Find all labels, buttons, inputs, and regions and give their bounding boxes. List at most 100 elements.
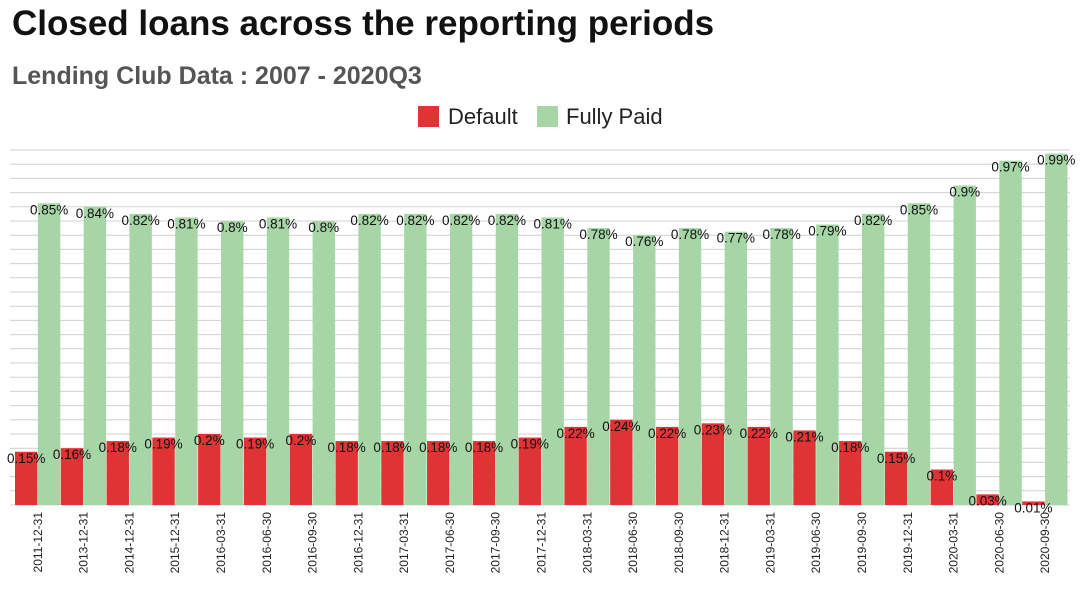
bar-fully-paid [861, 213, 885, 505]
data-label: 0.18% [419, 440, 457, 455]
bar-default [747, 426, 770, 505]
data-label: 0.19% [236, 437, 274, 452]
x-tick-label: 2018-12-31 [718, 512, 732, 574]
x-tick-label: 2019-06-30 [809, 512, 823, 574]
legend-swatch [537, 106, 558, 127]
data-label: 0.22% [648, 426, 686, 441]
bar-fully-paid [129, 213, 152, 505]
bar-default [793, 430, 816, 505]
x-tick-label: 2018-03-31 [580, 512, 594, 574]
data-label: 0.78% [579, 227, 617, 242]
x-tick-label: 2011-12-31 [31, 512, 45, 573]
data-label: 0.22% [740, 426, 778, 441]
data-label: 0.22% [556, 426, 594, 441]
bar-fully-paid [358, 213, 381, 505]
data-label: 0.9% [949, 185, 980, 200]
data-label: 0.24% [602, 419, 640, 434]
x-tick-label: 2016-09-30 [306, 512, 320, 574]
x-tick-label: 2020-03-31 [947, 512, 961, 574]
x-tick-label: 2020-09-30 [1038, 512, 1052, 574]
data-label: 0.82% [122, 213, 160, 228]
bar-fully-paid [770, 228, 793, 505]
legend-swatch [418, 106, 439, 127]
x-tick-label: 2018-09-30 [672, 512, 686, 574]
data-label: 0.82% [442, 213, 480, 228]
bar-fully-paid [175, 217, 198, 505]
x-tick-label: 2016-06-30 [260, 512, 274, 574]
data-label: 0.77% [717, 231, 755, 246]
bar-default [289, 434, 313, 505]
chart-subtitle: Lending Club Data : 2007 - 2020Q3 [12, 62, 422, 90]
bar-fully-paid [953, 185, 976, 505]
bar-fully-paid [816, 224, 839, 506]
bar-default [243, 437, 267, 505]
data-label: 0.15% [877, 451, 915, 466]
x-tick-label: 2014-12-31 [122, 512, 136, 574]
data-label: 0.2% [194, 433, 225, 448]
bar-default [427, 441, 450, 505]
data-label: 0.1% [926, 469, 957, 484]
x-tick-label: 2016-03-31 [214, 512, 228, 574]
bar-fully-paid [37, 203, 61, 505]
data-label: 0.18% [99, 440, 137, 455]
data-label: 0.76% [625, 234, 663, 249]
data-label: 0.18% [465, 440, 503, 455]
data-label: 0.78% [762, 227, 800, 242]
data-label: 0.18% [373, 440, 411, 455]
bar-fully-paid [221, 221, 244, 505]
chart-title: Closed loans across the reporting period… [12, 4, 715, 43]
data-label: 0.82% [396, 213, 434, 228]
data-labels: 0.15% 0.16% 0.18% 0.19% 0.2% 0.19% 0.2% 0.18% 0.… [7, 153, 1075, 516]
bar-default [518, 437, 541, 505]
data-label: 0.82% [854, 213, 892, 228]
bar-default [1022, 501, 1045, 505]
x-tick-label: 2016-12-31 [351, 512, 365, 574]
bar-default [472, 441, 496, 505]
data-label: 0.01% [1014, 500, 1052, 515]
bar-default [381, 441, 404, 505]
data-label: 0.81% [167, 216, 205, 231]
bar-fully-paid [495, 213, 519, 505]
data-label: 0.03% [968, 493, 1006, 508]
data-label: 0.81% [534, 216, 572, 231]
bar-fully-paid [449, 213, 473, 505]
x-tick-label: 2019-03-31 [763, 512, 777, 574]
legend: Default Fully Paid [418, 104, 663, 129]
bar-default [106, 441, 129, 505]
bar-default [930, 469, 954, 505]
data-label: 0.78% [671, 227, 709, 242]
data-label: 0.8% [217, 220, 248, 235]
data-label: 0.19% [511, 437, 549, 452]
data-label: 0.8% [308, 220, 339, 235]
data-label: 0.18% [328, 440, 366, 455]
x-axis: 2011-12-31 2013-12-31 2014-12-31 2015-12-31… [31, 512, 1052, 574]
bar-default [335, 441, 358, 505]
data-label: 0.15% [7, 451, 45, 466]
x-tick-label: 2017-09-30 [489, 512, 503, 574]
x-tick-label: 2019-09-30 [855, 512, 869, 574]
data-label: 0.84% [76, 206, 114, 221]
bar-fully-paid [633, 235, 656, 505]
x-tick-label: 2017-12-31 [535, 512, 549, 574]
legend-label: Default [448, 104, 518, 129]
x-tick-label: 2017-06-30 [443, 512, 457, 574]
bars [15, 153, 1068, 506]
data-label: 0.82% [350, 213, 388, 228]
bar-default [839, 441, 862, 505]
bar-default [610, 419, 633, 505]
bar-fully-paid [83, 206, 107, 506]
bar-default [60, 448, 84, 505]
data-label: 0.16% [53, 447, 91, 462]
bar-default [564, 426, 587, 505]
bar-default [198, 434, 221, 505]
x-tick-label: 2013-12-31 [77, 512, 91, 574]
x-tick-label: 2020-06-30 [992, 512, 1006, 574]
bar-fully-paid [1045, 153, 1068, 506]
data-label: 0.82% [488, 213, 526, 228]
bar-default [15, 451, 38, 505]
bar-fully-paid [999, 160, 1022, 505]
bar-default [884, 451, 908, 505]
x-tick-label: 2019-12-31 [901, 512, 915, 574]
data-label: 0.18% [831, 440, 869, 455]
